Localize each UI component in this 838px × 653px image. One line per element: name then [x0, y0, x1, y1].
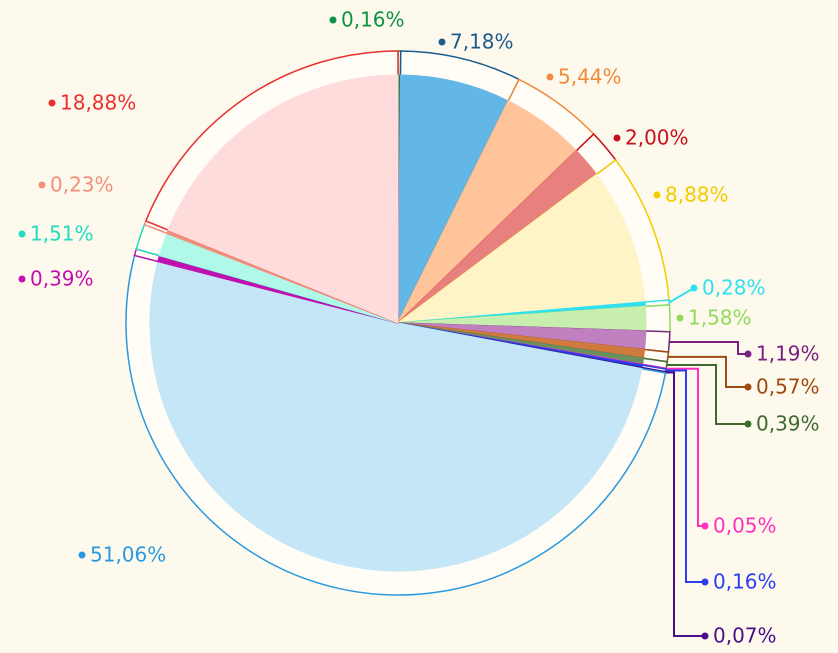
- label-dot: [701, 632, 709, 640]
- value-label: 0,28%: [702, 276, 766, 300]
- label-dot: [690, 284, 698, 292]
- label-dot: [701, 522, 709, 530]
- label-dot: [18, 230, 26, 238]
- leader-line: [665, 371, 705, 637]
- value-label: 51,06%: [90, 543, 166, 567]
- value-label: 0,16%: [713, 570, 777, 594]
- leader-line: [667, 355, 748, 388]
- leader-line: [669, 340, 748, 355]
- label-dot: [329, 16, 337, 24]
- leader-line: [665, 369, 705, 583]
- label-dot: [48, 99, 56, 107]
- value-label: 0,57%: [756, 375, 820, 399]
- label-dot: [18, 275, 26, 283]
- value-label: 1,58%: [688, 306, 752, 330]
- slice: [149, 260, 643, 572]
- label-dot: [78, 551, 86, 559]
- label-dot: [38, 181, 46, 189]
- value-label: 5,44%: [558, 65, 622, 89]
- label-dot: [438, 38, 446, 46]
- label-dot: [701, 578, 709, 586]
- slice: [397, 74, 510, 324]
- value-label: 0,23%: [50, 173, 114, 197]
- slice: [396, 173, 646, 324]
- slice: [167, 74, 399, 324]
- value-label: 1,19%: [756, 342, 820, 366]
- value-label: 0,39%: [30, 267, 94, 291]
- value-label: 0,39%: [756, 412, 820, 436]
- label-dot: [653, 191, 661, 199]
- value-label: 0,16%: [341, 8, 405, 32]
- label-dot: [676, 314, 684, 322]
- label-dot: [744, 350, 752, 358]
- value-label: 2,00%: [625, 126, 689, 150]
- value-label: 0,05%: [713, 514, 777, 538]
- label-dot: [613, 134, 621, 142]
- leader-line: [666, 364, 748, 425]
- leader-line: [668, 287, 695, 304]
- value-label: 1,51%: [30, 222, 94, 246]
- label-dot: [546, 73, 554, 81]
- value-label: 8,88%: [665, 183, 729, 207]
- value-label: 7,18%: [450, 30, 514, 54]
- label-dot: [744, 420, 752, 428]
- value-label: 0,07%: [713, 624, 777, 648]
- value-label: 18,88%: [60, 91, 136, 115]
- label-dot: [744, 383, 752, 391]
